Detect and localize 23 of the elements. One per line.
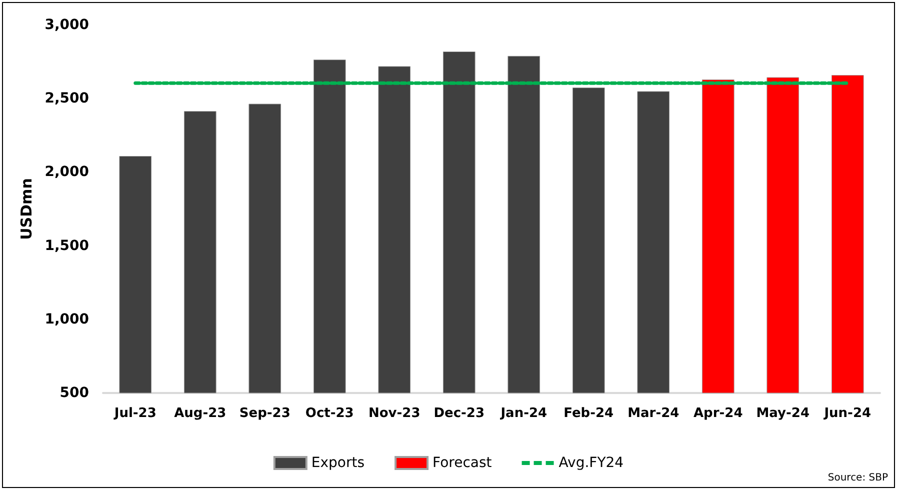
x-tick-label: Feb-24: [564, 406, 614, 421]
y-tick-label: 2,500: [44, 90, 90, 107]
y-tick-label: 3,000: [44, 17, 90, 33]
x-tick-label: May-24: [756, 406, 810, 421]
y-tick-label: 500: [60, 385, 90, 401]
x-tick-label: Sep-23: [239, 406, 290, 421]
legend-label: Forecast: [432, 455, 492, 471]
x-tick-label: Jul-23: [113, 406, 156, 421]
x-tick-label: Jan-24: [500, 406, 548, 421]
x-tick-label: Dec-23: [434, 406, 485, 421]
x-tick-label: Apr-24: [693, 406, 743, 421]
legend-label: Avg.FY24: [558, 455, 624, 471]
x-tick-label: Nov-23: [368, 406, 420, 421]
y-axis-title: USDmn: [17, 178, 36, 240]
legend-label: Exports: [311, 455, 365, 471]
x-tick-label: Mar-24: [628, 406, 680, 421]
y-tick-label: 2,000: [44, 164, 90, 180]
y-tick-label: 1,000: [44, 311, 90, 328]
source-note: Source: SBP: [828, 472, 888, 484]
y-tick-label: 1,500: [44, 238, 90, 254]
x-tick-label: Oct-23: [305, 406, 354, 421]
x-tick-label: Aug-23: [174, 406, 226, 421]
x-tick-label: Jun-24: [823, 406, 872, 421]
